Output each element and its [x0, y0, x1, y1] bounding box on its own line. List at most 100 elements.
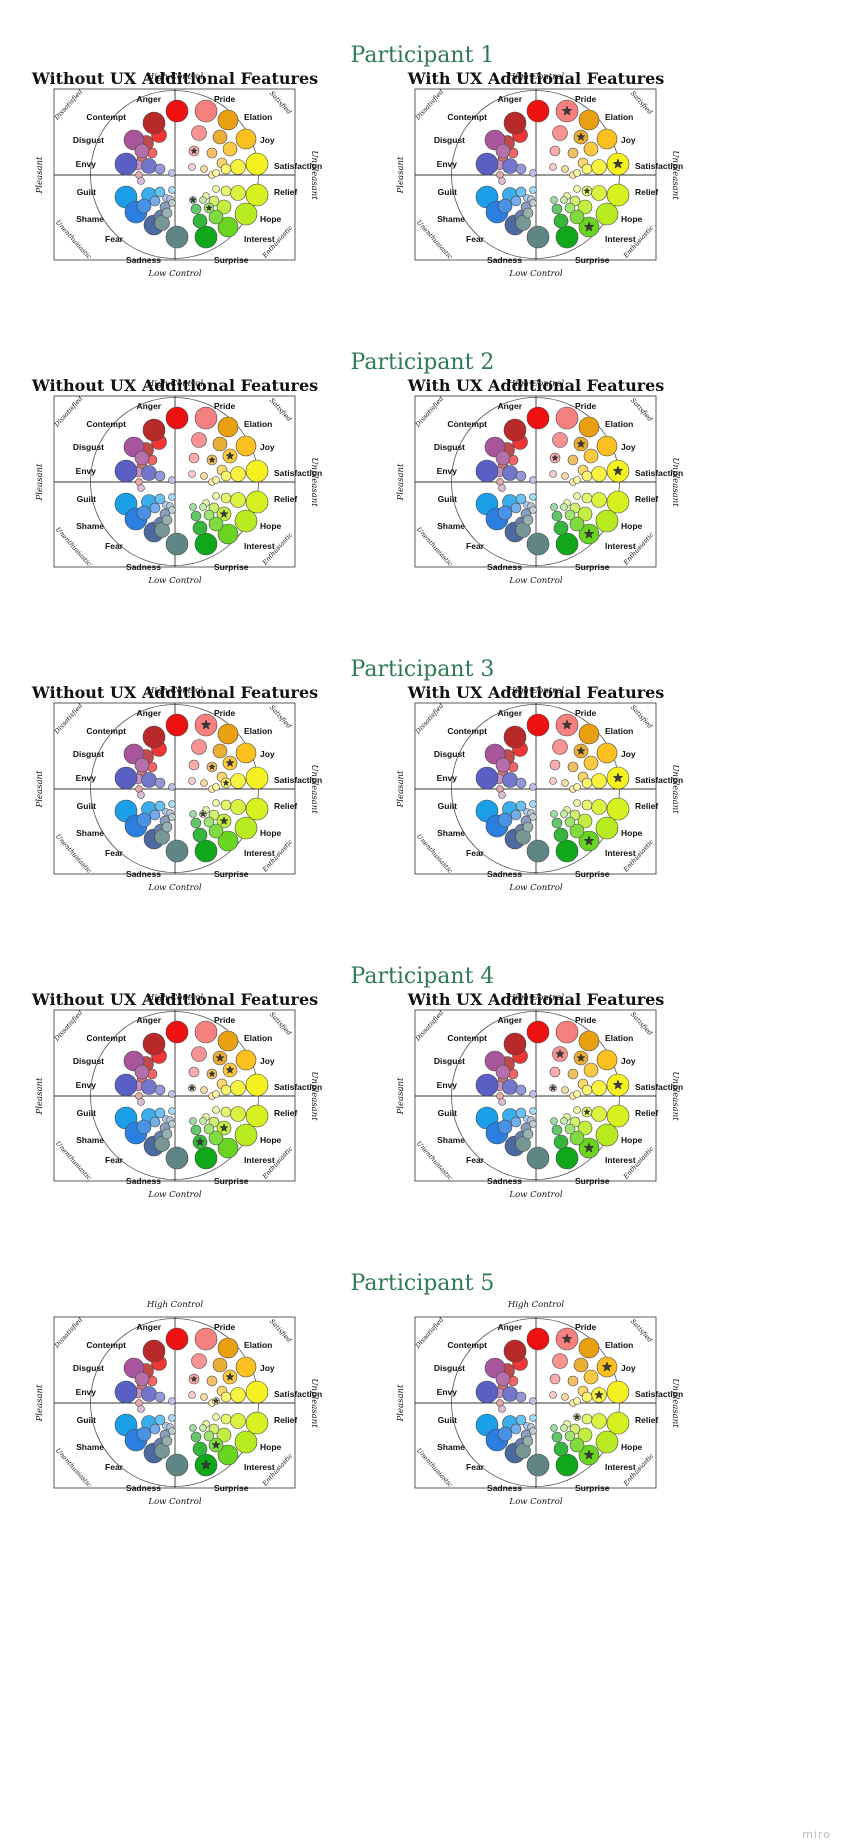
bubble-satisfaction-4	[573, 1397, 581, 1405]
low-control-label: Low Control	[508, 269, 562, 279]
bubble-relief-4	[573, 185, 581, 193]
bubble-envy-4	[529, 169, 537, 177]
bubble-sadness-2	[154, 522, 170, 538]
bubble-shame-3	[149, 1116, 161, 1128]
high-control-label: High Control	[146, 72, 203, 82]
bubble-surprise-2	[192, 213, 208, 229]
bubble-joy-1	[235, 1356, 257, 1378]
unenthusiastic-label: Unenthusiastic	[415, 1140, 454, 1183]
bubble-relief-4	[573, 799, 581, 807]
bubble-surprise-4	[550, 1117, 558, 1125]
bubble-pride-2	[191, 1046, 207, 1062]
emotion-label-envy: Envy	[437, 159, 458, 169]
emotion-label-anger: Anger	[136, 708, 161, 718]
bubble-disgust-2	[134, 450, 150, 466]
bubble-satisfaction-3	[220, 1391, 232, 1403]
dissatisfied-label: Dissatisfied	[52, 1009, 84, 1043]
bubble-relief-2	[230, 1106, 246, 1122]
bubble-surprise-2	[553, 1134, 569, 1150]
emotion-label-disgust: Disgust	[73, 1056, 104, 1066]
emotion-label-shame: Shame	[437, 1442, 465, 1452]
bubble-guilt-4	[168, 800, 176, 808]
bubble-elation-3	[567, 454, 579, 466]
bubble-interest-4	[199, 196, 207, 204]
star-icon	[208, 456, 216, 464]
star-icon	[200, 1459, 212, 1470]
low-control-label: Low Control	[147, 1497, 201, 1507]
bubble-interest-3	[203, 1430, 215, 1442]
star-icon	[583, 221, 595, 232]
bubble-relief-4	[212, 185, 220, 193]
bubble-interest-2	[569, 516, 585, 532]
low-control-label: Low Control	[508, 1497, 562, 1507]
without-features-title: Without UX Additional Features	[31, 69, 319, 88]
unpleasant-label: Unpleasant	[309, 1378, 319, 1428]
bubble-shame-3	[510, 195, 522, 207]
emotion-label-disgust: Disgust	[434, 1363, 465, 1373]
emotion-label-relief: Relief	[635, 1415, 658, 1425]
bubble-surprise-2	[553, 520, 569, 536]
emotion-label-elation: Elation	[244, 419, 272, 429]
bubble-joy-2	[583, 448, 599, 464]
bubble-relief-3	[220, 185, 232, 197]
unenthusiastic-label: Unenthusiastic	[415, 219, 454, 262]
bubble-satisfaction-4	[573, 169, 581, 177]
bubble-guilt-4	[168, 1414, 176, 1422]
bubble-surprise-2	[553, 213, 569, 229]
emotion-label-satisfaction: Satisfaction	[274, 1389, 322, 1399]
emotion-label-shame: Shame	[437, 828, 465, 838]
emotion-label-envy: Envy	[76, 1387, 97, 1397]
bubble-relief-2	[230, 799, 246, 815]
emotion-label-joy: Joy	[621, 442, 636, 452]
unenthusiastic-label: Unenthusiastic	[54, 1447, 93, 1490]
bubble-contempt-1	[503, 418, 527, 442]
bubble-shame-3	[149, 809, 161, 821]
star-icon	[212, 1397, 220, 1405]
bubble-envy-1	[114, 1073, 138, 1097]
bubble-anger-1	[526, 406, 550, 430]
bubble-satisfaction-3	[581, 777, 593, 789]
bubble-interest-2	[208, 823, 224, 839]
bubble-sadness-4	[168, 1427, 176, 1435]
participant-title: Participant 3	[350, 657, 495, 682]
unenthusiastic-label: Unenthusiastic	[54, 833, 93, 876]
bubble-surprise-4	[189, 810, 197, 818]
bubble-envy-3	[515, 470, 527, 482]
with-features-title: With UX Additional Features	[407, 990, 665, 1009]
bubble-guilt-4	[168, 493, 176, 501]
emotion-label-guilt: Guilt	[77, 187, 97, 197]
bubble-satisfaction-2	[591, 159, 607, 175]
bubble-satisfaction-3	[581, 1084, 593, 1096]
bubble-envy-3	[515, 1391, 527, 1403]
bubble-sadness-3	[522, 207, 534, 219]
high-control-label: High Control	[146, 993, 203, 1003]
low-control-label: Low Control	[147, 269, 201, 279]
star-icon	[583, 528, 595, 539]
high-control-label: High Control	[146, 379, 203, 389]
bubble-hope-1	[234, 1123, 258, 1147]
bubble-pride-4	[188, 470, 196, 478]
bubble-elation-3	[567, 147, 579, 159]
bubble-hope-2	[216, 199, 232, 215]
star-icon	[211, 1440, 221, 1449]
emotion-label-relief: Relief	[274, 1415, 297, 1425]
bubble-shame-2	[136, 1426, 152, 1442]
emotion-label-hope: Hope	[621, 1135, 643, 1145]
bubble-pride-1	[194, 406, 218, 430]
bubble-surprise-4	[189, 1117, 197, 1125]
emotion-label-disgust: Disgust	[73, 749, 104, 759]
bubble-interest-3	[564, 1123, 576, 1135]
bubble-hope-1	[234, 509, 258, 533]
emotion-label-surprise: Surprise	[214, 869, 249, 879]
emotion-label-fear: Fear	[466, 541, 485, 551]
bubble-guilt-4	[529, 493, 537, 501]
low-control-label: Low Control	[508, 883, 562, 893]
bubble-hope-1	[234, 1430, 258, 1454]
bubble-elation-4	[561, 1086, 569, 1094]
bubble-contempt-1	[503, 725, 527, 749]
bubble-joy-1	[235, 128, 257, 150]
bubble-satisfaction-3	[581, 470, 593, 482]
bubble-anger-1	[165, 1020, 189, 1044]
wheel-frame	[53, 88, 296, 261]
emotion-label-satisfaction: Satisfaction	[274, 468, 322, 478]
